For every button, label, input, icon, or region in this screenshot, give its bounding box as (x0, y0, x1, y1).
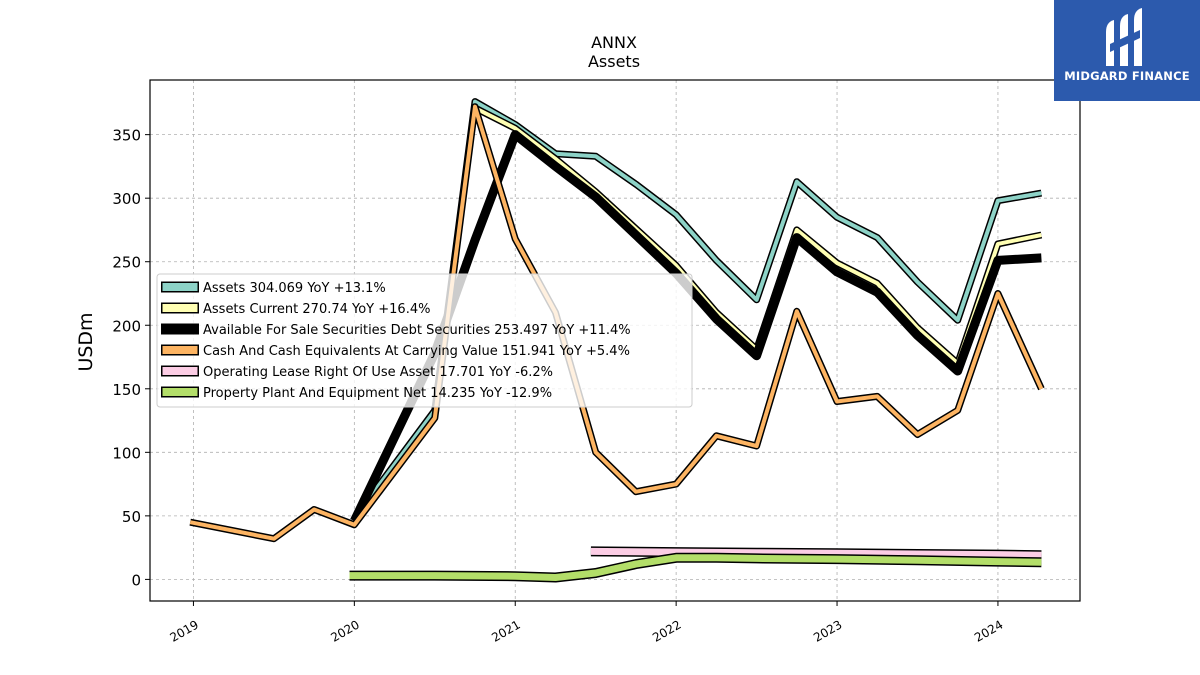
legend-item: Assets 304.069 YoY +13.1% (161, 281, 386, 296)
series-4 (189, 103, 1045, 543)
legend-label: Available For Sale Securities Debt Secur… (203, 323, 631, 338)
legend-label: Property Plant And Equipment Net 14.235 … (203, 386, 552, 401)
y-tick-label: 100 (112, 444, 141, 462)
y-tick-label: 300 (112, 190, 141, 208)
legend-label: Cash And Cash Equivalents At Carrying Va… (203, 344, 630, 359)
series-line (189, 104, 1044, 541)
brand-name: MIDGARD FINANCE (1064, 69, 1190, 83)
y-tick-label: 350 (112, 127, 141, 145)
series-layer (189, 98, 1045, 583)
y-tick-label: 50 (122, 508, 141, 526)
series-6 (349, 552, 1042, 583)
chart-subtitle: Assets (588, 52, 640, 71)
legend-label: Operating Lease Right Of Use Asset 17.70… (203, 365, 553, 380)
series-line (352, 99, 1042, 520)
series-3 (350, 130, 1042, 523)
legend-item: Cash And Cash Equivalents At Carrying Va… (161, 344, 630, 359)
series-1 (351, 98, 1043, 521)
mf-monogram-icon (1106, 8, 1142, 66)
x-tick-label: 2021 (489, 617, 522, 644)
x-tick-label: 2024 (972, 617, 1005, 644)
legend-label: Assets 304.069 YoY +13.1% (203, 281, 386, 296)
chart-legend: Assets 304.069 YoY +13.1% Assets Current … (156, 273, 693, 408)
series-line (350, 130, 1042, 523)
chart-title: ANNX (591, 33, 637, 52)
brand-logo: MIDGARD FINANCE (1054, 0, 1200, 101)
y-tick-label: 150 (112, 381, 141, 399)
plot-frame (149, 79, 1081, 602)
legend-item: Assets Current 270.74 YoY +16.4% (161, 302, 430, 317)
y-tick-label: 200 (112, 317, 141, 335)
y-tick-label: 0 (131, 571, 141, 589)
legend-item: Operating Lease Right Of Use Asset 17.70… (161, 365, 553, 380)
y-axis-label: USDm (75, 312, 97, 371)
x-tick-label: 2020 (328, 617, 361, 644)
x-tick-label: 2023 (811, 617, 844, 644)
legend-item: Available For Sale Securities Debt Secur… (161, 323, 631, 338)
series-5 (590, 546, 1042, 561)
legend-box (156, 273, 693, 408)
legend-label: Assets Current 270.74 YoY +16.4% (203, 302, 430, 317)
series-line (349, 554, 1042, 581)
x-tick-label: 2019 (167, 617, 200, 644)
legend-item: Property Plant And Equipment Net 14.235 … (161, 386, 552, 401)
y-tick-label: 250 (112, 254, 141, 272)
x-tick-label: 2022 (650, 617, 683, 644)
series-line (590, 547, 1042, 559)
